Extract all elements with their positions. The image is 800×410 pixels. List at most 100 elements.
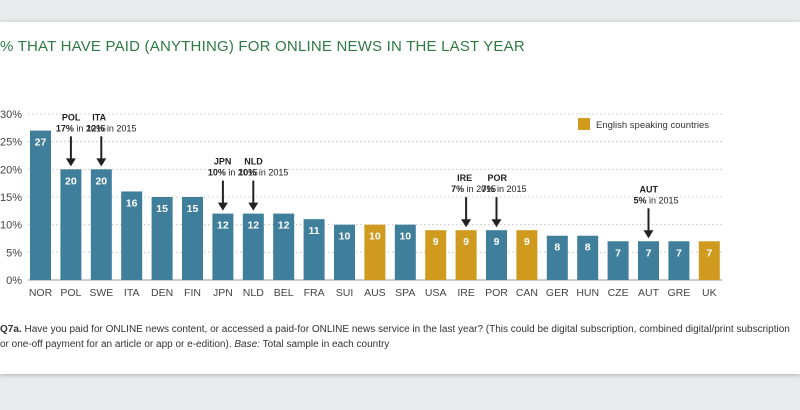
y-tick-label: 10% [0, 220, 22, 232]
footnote-base-label: Base: [234, 339, 260, 350]
annotation-suffix: in 2015 [226, 168, 258, 178]
annotation-arrow-head [217, 202, 228, 211]
annotation-country: POL [62, 112, 81, 122]
y-tick-label: 0% [6, 275, 22, 287]
category-label: SUI [336, 287, 354, 299]
annotation-text: 7% in 2015 [451, 184, 496, 194]
category-label: AUS [364, 287, 386, 299]
bar-value-label: 15 [156, 203, 168, 215]
bar-por [486, 230, 507, 280]
annotation-text: 7% in 2015 [482, 184, 527, 194]
annotation-text: 17% in 2015 [56, 123, 106, 133]
y-tick-label: 30% [0, 109, 22, 121]
footnote-base: Total sample in each country [259, 339, 390, 350]
annotation-suffix: in 2015 [495, 184, 527, 194]
legend-swatch [578, 118, 590, 130]
bar-value-label: 8 [585, 242, 591, 254]
category-label: GER [546, 287, 569, 299]
annotation-suffix: in 2015 [256, 168, 288, 178]
category-label: HUN [576, 287, 599, 299]
bar-fin [182, 197, 203, 280]
annotation-arrow-head [248, 202, 259, 211]
category-label: POL [60, 287, 81, 299]
category-label: UK [702, 287, 717, 299]
category-label: USA [425, 287, 447, 299]
bar-value-label: 9 [494, 236, 500, 248]
category-label: POR [485, 287, 508, 299]
bar-pol [60, 169, 82, 280]
bar-value-label: 10 [399, 231, 411, 243]
bar-value-label: 10 [339, 231, 351, 243]
chart-title: % THAT HAVE PAID (ANYTHING) FOR ONLINE N… [0, 38, 525, 55]
annotation-value: 7% [482, 184, 495, 194]
bar-jpn [212, 213, 234, 280]
bar-value-label: 27 [35, 137, 47, 149]
annotation-arrow-head [96, 158, 107, 167]
footnote-question-label: Q7a. [0, 324, 22, 335]
annotation-suffix: in 2015 [74, 123, 106, 133]
bar-value-label: 12 [217, 220, 229, 232]
bar-value-label: 9 [524, 236, 530, 248]
annotation-arrow-head [65, 158, 76, 167]
bar-ita [121, 191, 143, 280]
category-label: BEL [274, 287, 294, 299]
bar-value-label: 20 [95, 175, 107, 187]
annotation-country: AUT [640, 184, 659, 194]
annotation-country: POR [488, 173, 508, 183]
annotation-country: ITA [92, 112, 106, 122]
footnote-question: Have you paid for ONLINE news content, o… [0, 324, 790, 350]
y-tick-label: 25% [0, 137, 22, 149]
bar-nor [30, 130, 51, 280]
bar-value-label: 9 [433, 236, 439, 248]
annotation-value: 7% [451, 184, 464, 194]
bar-value-label: 12 [278, 220, 290, 232]
annotation-value: 10% [208, 168, 226, 178]
bar-value-label: 16 [126, 197, 138, 209]
annotation-arrow-head [643, 230, 654, 239]
bar-swe [90, 169, 112, 280]
bar-value-label: 7 [615, 247, 621, 259]
category-label: SPA [395, 287, 415, 299]
footnote: Q7a. Have you paid for ONLINE news conte… [0, 322, 790, 352]
bar-uk [698, 241, 720, 280]
annotation-text: 10% in 2015 [208, 168, 258, 178]
bar-sui [334, 224, 355, 280]
bar-spa [394, 224, 416, 280]
bar-can [516, 230, 538, 280]
bar-ire [455, 230, 477, 280]
bar-hun [577, 235, 599, 280]
bar-usa [425, 230, 447, 280]
bar-value-label: 8 [554, 242, 560, 254]
annotation-text: 5% in 2015 [634, 195, 679, 205]
annotation-arrow-head [491, 219, 502, 228]
category-label: FRA [304, 287, 325, 299]
category-label: IRE [457, 287, 475, 299]
bar-value-label: 7 [676, 247, 682, 259]
annotation-arrow-head [461, 219, 472, 228]
annotation-suffix: in 2015 [104, 123, 136, 133]
bar-gre [668, 241, 690, 280]
bar-chart: 0%5%10%15%20%25%30%27NOR20POL20SWE16ITA1… [0, 109, 722, 299]
annotation-text: 12% in 2015 [86, 123, 136, 133]
bar-den [151, 197, 173, 280]
bar-value-label: 12 [247, 220, 259, 232]
bar-value-label: 9 [463, 236, 469, 248]
bar-nld [242, 213, 264, 280]
annotation-value: 17% [56, 123, 74, 133]
category-label: FIN [184, 287, 201, 299]
bar-aus [364, 224, 386, 280]
category-label: CZE [608, 287, 629, 299]
annotation-country: NLD [244, 157, 263, 167]
bar-bel [273, 213, 295, 280]
annotation-value: 12% [86, 123, 104, 133]
category-label: ITA [124, 287, 140, 299]
category-label: NLD [243, 287, 264, 299]
bar-value-label: 11 [309, 225, 320, 237]
annotation-value: 5% [634, 195, 647, 205]
category-label: GRE [668, 287, 691, 299]
category-label: SWE [89, 287, 113, 299]
category-label: JPN [213, 287, 233, 299]
bar-cze [607, 241, 629, 280]
y-tick-label: 20% [0, 164, 22, 176]
bar-value-label: 7 [706, 247, 712, 259]
